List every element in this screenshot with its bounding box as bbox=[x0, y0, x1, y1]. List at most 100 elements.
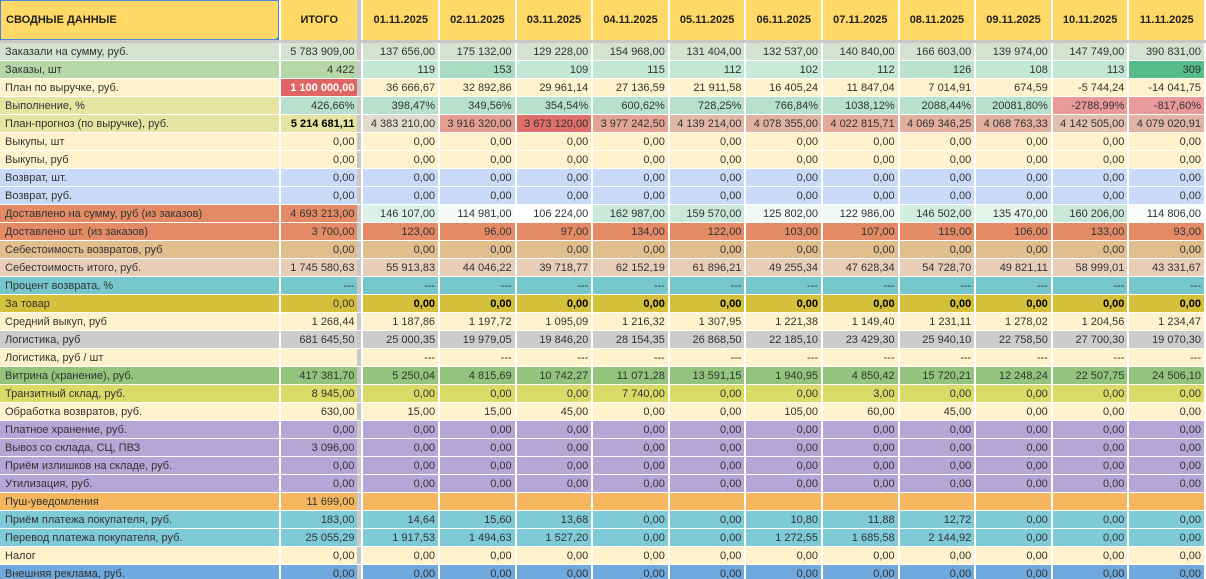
value-cell[interactable]: 131 404,00 bbox=[669, 43, 745, 60]
value-cell[interactable]: 0,00 bbox=[823, 241, 898, 258]
value-cell[interactable]: 0,00 bbox=[899, 385, 975, 402]
value-cell[interactable]: 146 502,00 bbox=[899, 205, 975, 222]
row-total-cell[interactable]: 1 745 580,63 bbox=[280, 259, 358, 276]
value-cell[interactable]: 0,00 bbox=[593, 565, 668, 579]
value-cell[interactable]: 0,00 bbox=[669, 565, 745, 579]
value-cell[interactable]: 0,00 bbox=[593, 151, 668, 168]
header-date-cell[interactable]: 02.11.2025 bbox=[440, 0, 515, 40]
row-total-cell[interactable]: --- bbox=[280, 277, 358, 294]
value-cell[interactable]: 674,59 bbox=[976, 79, 1051, 96]
value-cell[interactable]: 0,00 bbox=[440, 151, 515, 168]
value-cell[interactable]: 154 968,00 bbox=[593, 43, 668, 60]
value-cell[interactable]: 0,00 bbox=[976, 457, 1051, 474]
value-cell[interactable]: 139 974,00 bbox=[976, 43, 1051, 60]
value-cell[interactable]: 119 bbox=[363, 61, 439, 78]
value-cell[interactable]: 0,00 bbox=[976, 547, 1051, 564]
row-label-cell[interactable]: Процент возврата, % bbox=[0, 277, 279, 294]
value-cell[interactable]: 19 070,30 bbox=[1129, 331, 1204, 348]
value-cell[interactable]: 60,00 bbox=[823, 403, 898, 420]
value-cell[interactable]: 4 815,69 bbox=[440, 367, 515, 384]
value-cell[interactable]: 0,00 bbox=[593, 241, 668, 258]
value-cell[interactable]: 0,00 bbox=[593, 439, 668, 456]
value-cell[interactable]: 11 847,04 bbox=[823, 79, 898, 96]
value-cell[interactable]: 0,00 bbox=[669, 169, 745, 186]
value-cell[interactable]: 109 bbox=[516, 61, 592, 78]
value-cell[interactable]: 22 185,10 bbox=[746, 331, 822, 348]
value-cell[interactable] bbox=[823, 493, 898, 510]
value-cell[interactable]: 0,00 bbox=[899, 295, 975, 312]
value-cell[interactable]: 146 107,00 bbox=[363, 205, 439, 222]
value-cell[interactable]: 0,00 bbox=[363, 151, 439, 168]
value-cell[interactable]: 0,00 bbox=[1129, 241, 1204, 258]
row-total-cell[interactable]: 0,00 bbox=[280, 565, 358, 579]
value-cell[interactable]: --- bbox=[1129, 349, 1204, 366]
value-cell[interactable]: 4 022 815,71 bbox=[823, 115, 898, 132]
value-cell[interactable]: 55 913,83 bbox=[363, 259, 439, 276]
value-cell[interactable]: 0,00 bbox=[899, 151, 975, 168]
value-cell[interactable]: 0,00 bbox=[516, 241, 592, 258]
value-cell[interactable]: 108 bbox=[976, 61, 1051, 78]
value-cell[interactable]: 0,00 bbox=[1129, 421, 1204, 438]
value-cell[interactable]: 0,00 bbox=[516, 295, 592, 312]
value-cell[interactable]: 0,00 bbox=[669, 403, 745, 420]
value-cell[interactable]: 0,00 bbox=[440, 421, 515, 438]
value-cell[interactable]: 354,54% bbox=[516, 97, 592, 114]
value-cell[interactable]: 0,00 bbox=[516, 151, 592, 168]
value-cell[interactable]: -5 744,24 bbox=[1052, 79, 1128, 96]
value-cell[interactable]: 0,00 bbox=[976, 241, 1051, 258]
frozen-column-divider[interactable] bbox=[357, 0, 362, 40]
value-cell[interactable]: 44 046,22 bbox=[440, 259, 515, 276]
value-cell[interactable]: 0,00 bbox=[1052, 151, 1128, 168]
value-cell[interactable]: 129 228,00 bbox=[516, 43, 592, 60]
value-cell[interactable]: -817,60% bbox=[1129, 97, 1204, 114]
value-cell[interactable]: 0,00 bbox=[1052, 511, 1128, 528]
value-cell[interactable]: 0,00 bbox=[669, 421, 745, 438]
value-cell[interactable]: 0,00 bbox=[669, 133, 745, 150]
row-total-cell[interactable]: 0,00 bbox=[280, 457, 358, 474]
value-cell[interactable]: 49 255,34 bbox=[746, 259, 822, 276]
value-cell[interactable]: 0,00 bbox=[363, 295, 439, 312]
value-cell[interactable]: 0,00 bbox=[516, 475, 592, 492]
value-cell[interactable]: 1 685,58 bbox=[823, 529, 898, 546]
value-cell[interactable]: 5 250,04 bbox=[363, 367, 439, 384]
value-cell[interactable]: 728,25% bbox=[669, 97, 745, 114]
value-cell[interactable]: 0,00 bbox=[746, 421, 822, 438]
value-cell[interactable]: 398,47% bbox=[363, 97, 439, 114]
value-cell[interactable]: 19 979,05 bbox=[440, 331, 515, 348]
value-cell[interactable]: 22 507,75 bbox=[1052, 367, 1128, 384]
row-label-cell[interactable]: Перевод платежа покупателя, руб. bbox=[0, 529, 279, 546]
row-label-cell[interactable]: План-прогноз (по выручке), руб. bbox=[0, 115, 279, 132]
value-cell[interactable]: --- bbox=[516, 277, 592, 294]
value-cell[interactable]: 0,00 bbox=[516, 565, 592, 579]
value-cell[interactable]: 0,00 bbox=[1129, 169, 1204, 186]
row-label-cell[interactable]: Возврат, руб. bbox=[0, 187, 279, 204]
value-cell[interactable]: 0,00 bbox=[1052, 241, 1128, 258]
value-cell[interactable]: 20081,80% bbox=[976, 97, 1051, 114]
row-label-cell[interactable]: Заказали на сумму, руб. bbox=[0, 43, 279, 60]
value-cell[interactable]: 0,00 bbox=[976, 511, 1051, 528]
value-cell[interactable]: 0,00 bbox=[440, 241, 515, 258]
value-cell[interactable]: 0,00 bbox=[1052, 475, 1128, 492]
value-cell[interactable]: 166 603,00 bbox=[899, 43, 975, 60]
value-cell[interactable]: 0,00 bbox=[440, 565, 515, 579]
value-cell[interactable]: 11,88 bbox=[823, 511, 898, 528]
value-cell[interactable]: 0,00 bbox=[440, 133, 515, 150]
value-cell[interactable]: 0,00 bbox=[1052, 295, 1128, 312]
row-total-cell[interactable]: 25 055,29 bbox=[280, 529, 358, 546]
row-total-cell[interactable]: 0,00 bbox=[280, 151, 358, 168]
value-cell[interactable]: 0,00 bbox=[516, 169, 592, 186]
value-cell[interactable]: 105,00 bbox=[746, 403, 822, 420]
value-cell[interactable]: 0,00 bbox=[823, 475, 898, 492]
value-cell[interactable]: 0,00 bbox=[746, 151, 822, 168]
value-cell[interactable]: 97,00 bbox=[516, 223, 592, 240]
value-cell[interactable]: --- bbox=[440, 277, 515, 294]
value-cell[interactable]: 25 940,10 bbox=[899, 331, 975, 348]
row-label-cell[interactable]: Заказы, шт bbox=[0, 61, 279, 78]
value-cell[interactable]: --- bbox=[976, 277, 1051, 294]
value-cell[interactable]: 0,00 bbox=[899, 439, 975, 456]
value-cell[interactable]: 1 278,02 bbox=[976, 313, 1051, 330]
value-cell[interactable]: --- bbox=[1052, 277, 1128, 294]
row-label-cell[interactable]: Платное хранение, руб. bbox=[0, 421, 279, 438]
value-cell[interactable] bbox=[1052, 493, 1128, 510]
value-cell[interactable]: 0,00 bbox=[669, 457, 745, 474]
